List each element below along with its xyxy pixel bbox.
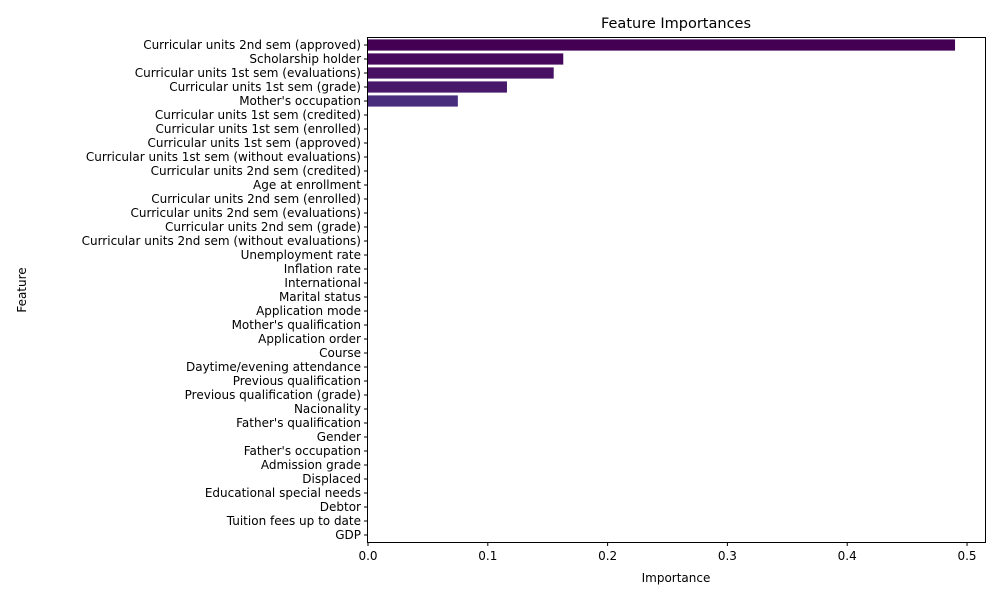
y-tick-label: Curricular units 1st sem (credited) [155, 108, 361, 122]
bar-3 [368, 81, 507, 93]
y-tick-label: Inflation rate [284, 262, 361, 276]
y-tick-label: Nacionality [294, 402, 361, 416]
y-tick-label: Curricular units 2nd sem (evaluations) [131, 206, 361, 220]
y-tick-label: Scholarship holder [249, 52, 361, 66]
y-tick-label: Age at enrollment [253, 178, 361, 192]
x-tick-label: 0.4 [838, 549, 857, 563]
y-tick-label: Curricular units 2nd sem (approved) [143, 38, 361, 52]
x-tick-label: 0.2 [598, 549, 617, 563]
y-axis-label: Feature [15, 267, 29, 312]
bar-2 [368, 67, 554, 79]
y-tick-label: Curricular units 2nd sem (credited) [151, 164, 361, 178]
y-tick-label: Father's qualification [236, 416, 361, 430]
y-tick-label: Curricular units 2nd sem (grade) [165, 220, 361, 234]
y-tick-label: Curricular units 1st sem (grade) [169, 80, 361, 94]
y-tick-label: Curricular units 1st sem (evaluations) [135, 66, 361, 80]
y-tick-label: Course [319, 346, 361, 360]
y-tick-label: Unemployment rate [241, 248, 361, 262]
y-tick-label: Gender [317, 430, 361, 444]
y-tick-label: Curricular units 1st sem (approved) [147, 136, 361, 150]
y-tick-label: Mother's occupation [239, 94, 361, 108]
y-tick-label: Marital status [279, 290, 361, 304]
bar-0 [368, 39, 956, 51]
x-axis-label: Importance [642, 571, 711, 585]
y-tick-label: Curricular units 1st sem (enrolled) [155, 122, 361, 136]
bars-group [368, 39, 956, 107]
x-tick-label: 0.0 [358, 549, 377, 563]
y-tick-label: Application mode [256, 304, 361, 318]
bar-4 [368, 95, 458, 107]
y-tick-label: Educational special needs [205, 486, 361, 500]
bar-1 [368, 53, 564, 65]
y-tick-label: Debtor [320, 500, 361, 514]
y-tick-label: Curricular units 2nd sem (without evalua… [82, 234, 361, 248]
plot-frame [367, 37, 986, 543]
y-tick-label: Curricular units 2nd sem (enrolled) [151, 192, 361, 206]
y-tick-label: Previous qualification [233, 374, 361, 388]
x-tick-label: 0.3 [718, 549, 737, 563]
y-tick-label: Father's occupation [244, 444, 361, 458]
y-tick-label: Previous qualification (grade) [185, 388, 361, 402]
y-tick-label: Application order [258, 332, 361, 346]
x-tick-label: 0.1 [478, 549, 497, 563]
y-tick-label: Curricular units 1st sem (without evalua… [86, 150, 361, 164]
y-axis-ticks: Curricular units 2nd sem (approved)Schol… [82, 38, 368, 542]
y-tick-label: Admission grade [261, 458, 361, 472]
x-tick-label: 0.5 [957, 549, 976, 563]
y-tick-label: International [284, 276, 361, 290]
y-tick-label: Tuition fees up to date [226, 514, 361, 528]
chart-title: Feature Importances [601, 16, 751, 32]
y-tick-label: Daytime/evening attendance [186, 360, 361, 374]
y-tick-label: Displaced [302, 472, 361, 486]
y-tick-label: Mother's qualification [232, 318, 361, 332]
x-axis-ticks: 0.0 0.1 0.2 0.3 0.4 0.5 [358, 542, 977, 563]
y-tick-label: GDP [335, 528, 361, 542]
